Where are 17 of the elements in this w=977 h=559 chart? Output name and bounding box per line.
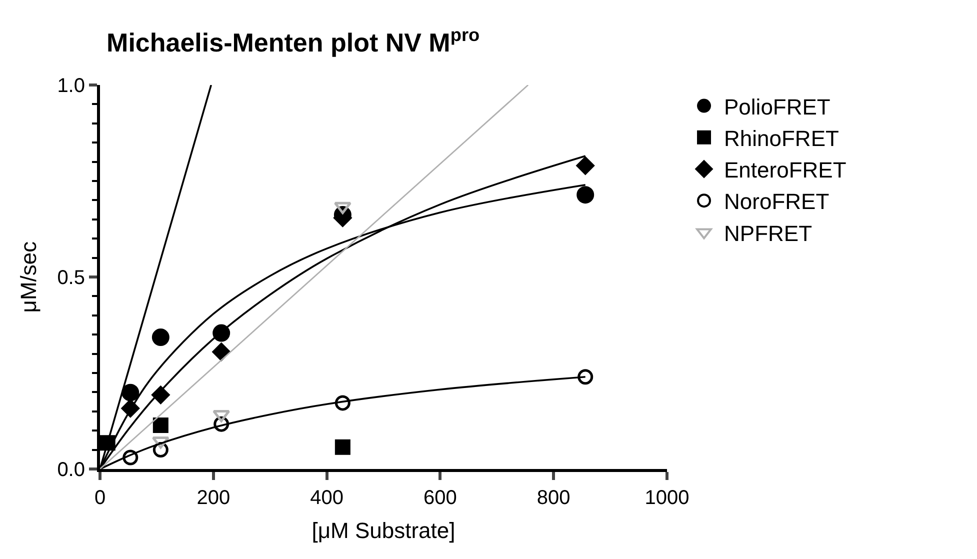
y-tick-label: 0.5 [57,267,85,289]
legend-label: EnteroFRET [724,158,846,183]
y-tick-label: 0.0 [57,459,85,481]
y-tick-label: 1.0 [57,75,85,97]
x-tick-label: 400 [310,487,344,509]
x-axis-title: [μM Substrate] [312,518,456,543]
legend-label: NPFRET [724,220,812,246]
x-tick-label: 600 [424,487,457,509]
x-tick-label: 1000 [644,487,690,509]
legend-label: RhinoFRET [724,126,839,151]
chart-title: Michaelis-Menten plot NV M$^{pro}$ [106,24,480,58]
y-axis-title: μM/sec [16,241,41,313]
x-tick-label: 0 [94,487,106,509]
x-tick-label: 200 [196,487,230,509]
x-tick-label: 800 [536,487,570,509]
legend-label: PolioFRET [724,94,830,120]
legend-label: NoroFRET [724,189,830,214]
